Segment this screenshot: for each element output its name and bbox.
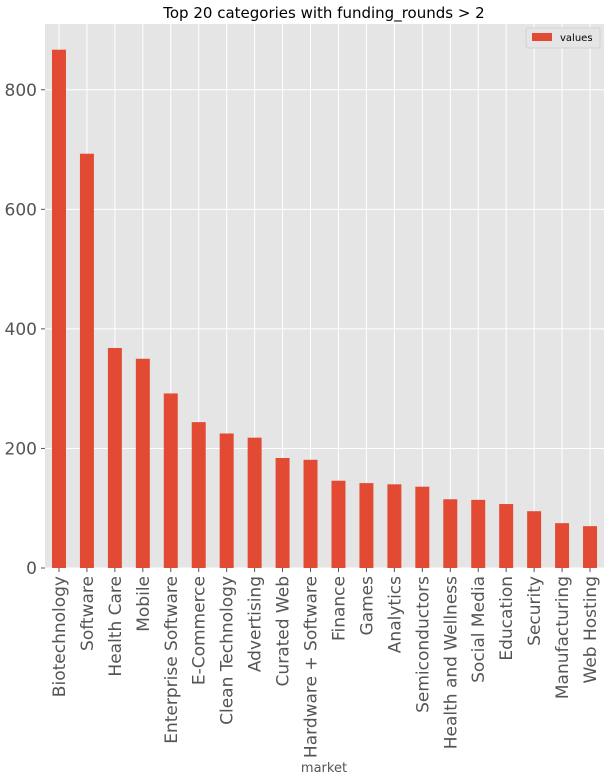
bar xyxy=(191,422,206,568)
bar xyxy=(51,49,66,568)
bar xyxy=(471,499,486,568)
x-tick-label: Biotechnology xyxy=(50,576,70,697)
legend-label: values xyxy=(560,33,593,44)
legend-swatch xyxy=(532,33,552,41)
x-tick-label: Health Care xyxy=(106,576,126,677)
bar xyxy=(275,458,290,568)
y-axis-ticks: 0 200 400 600 800 xyxy=(5,81,45,579)
bar xyxy=(555,523,570,568)
x-tick-label: Education xyxy=(497,576,517,661)
x-tick-label: E-Commerce xyxy=(190,576,210,685)
x-tick-label: Software xyxy=(78,576,98,651)
bar xyxy=(79,153,94,568)
bar xyxy=(415,486,430,568)
bar xyxy=(331,480,346,568)
bar xyxy=(359,483,374,568)
x-tick-label: Games xyxy=(357,576,377,636)
bar xyxy=(387,484,402,568)
x-tick-label: Hardware + Software xyxy=(302,576,322,758)
bar xyxy=(583,526,598,568)
bar xyxy=(499,504,514,568)
bar xyxy=(303,459,318,568)
x-tick-label: Clean Technology xyxy=(218,576,238,725)
plot-background xyxy=(45,24,604,568)
x-tick-label: Health and Wellness xyxy=(441,576,461,749)
x-axis-label: market xyxy=(301,761,347,776)
x-tick-label: Advertising xyxy=(246,576,266,672)
x-tick-label: Finance xyxy=(329,576,349,641)
x-tick-label: Enterprise Software xyxy=(162,576,182,744)
y-tick-label: 600 xyxy=(5,200,37,220)
x-tick-label: Curated Web xyxy=(274,576,294,686)
y-tick-label: 200 xyxy=(5,439,37,459)
x-tick-label: Security xyxy=(525,576,545,646)
y-tick-label: 400 xyxy=(5,320,37,340)
bar xyxy=(219,433,234,568)
x-tick-label: Social Media xyxy=(469,576,489,683)
bar xyxy=(107,348,122,568)
bar xyxy=(247,437,262,568)
x-tick-label: Semiconductors xyxy=(413,576,433,713)
legend: values xyxy=(525,27,601,49)
bar xyxy=(527,511,542,568)
y-tick-label: 0 xyxy=(26,559,37,579)
chart-title: Top 20 categories with funding_rounds > … xyxy=(162,4,484,23)
x-tick-label: Web Hosting xyxy=(581,576,601,683)
bar xyxy=(135,358,150,568)
bar xyxy=(163,393,178,568)
bar xyxy=(443,499,458,568)
x-axis-ticks: Biotechnology Software Health Care Mobile En… xyxy=(50,568,601,758)
x-tick-label: Manufacturing xyxy=(553,576,573,699)
y-tick-label: 800 xyxy=(5,81,37,101)
x-tick-label: Analytics xyxy=(385,576,405,653)
bars xyxy=(51,49,598,568)
x-tick-label: Mobile xyxy=(134,576,154,632)
